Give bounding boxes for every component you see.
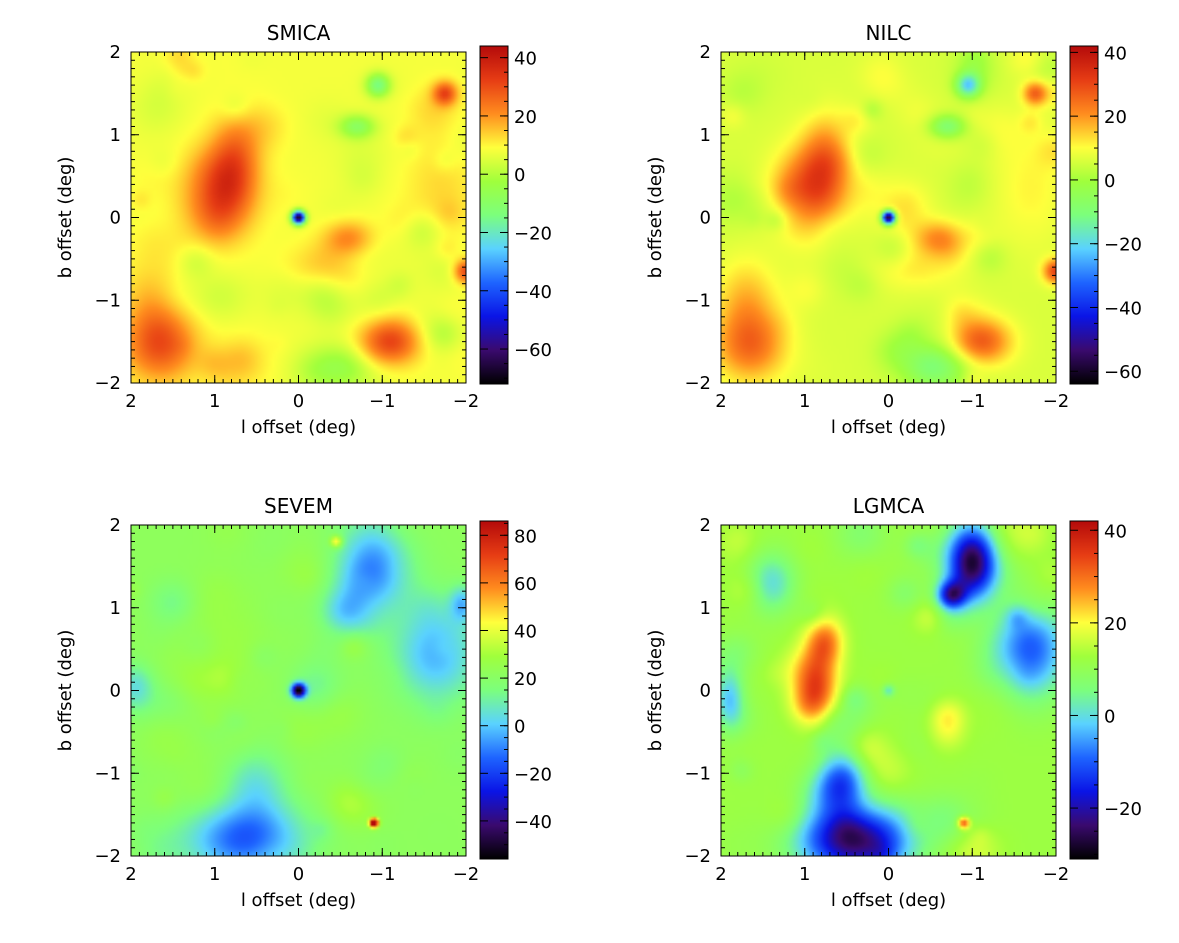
y-tick-label: 2: [700, 515, 711, 536]
y-tick-label: −2: [684, 373, 711, 394]
colorbar: [1069, 520, 1099, 860]
x-axis-label: l offset (deg): [831, 890, 946, 911]
colorbar-tick-label: 60: [514, 574, 537, 595]
colorbar-tick-label: 0: [1104, 171, 1115, 192]
x-tick-label: 2: [125, 391, 136, 412]
colorbar: [479, 45, 509, 385]
x-tick-label: 0: [293, 864, 304, 885]
x-tick-label: 0: [883, 391, 894, 412]
colorbar-tick-label: 0: [514, 165, 525, 186]
colorbar-tick-label: 40: [514, 621, 537, 642]
colorbar-tick-label: 0: [514, 717, 525, 738]
x-tick-label: 1: [209, 864, 220, 885]
panel-sevem: SEVEM 2 1 0 −1 −2 l offset (deg) −2 −1 0 1 2 b offse…: [55, 494, 552, 911]
colorbar-tick-label: −40: [514, 812, 552, 833]
x-tick-label: −2: [1043, 864, 1070, 885]
colorbar-tick-label: 40: [514, 49, 537, 70]
x-tick-label: −2: [453, 391, 480, 412]
x-axis-label: l offset (deg): [241, 417, 356, 438]
colorbar-tick-label: 40: [1104, 43, 1127, 64]
colorbar-tick-label: 20: [514, 669, 537, 690]
x-tick-label: −1: [369, 864, 396, 885]
heatmap-image: [131, 52, 466, 383]
y-tick-label: 0: [700, 681, 711, 702]
x-tick-label: 1: [799, 864, 810, 885]
colorbar-tick-label: −20: [1104, 235, 1142, 256]
panel-title: SMICA: [267, 21, 331, 45]
colorbar-tick-label: −40: [1104, 298, 1142, 319]
y-tick-label: 0: [110, 681, 121, 702]
y-tick-label: 1: [700, 598, 711, 619]
x-tick-label: 2: [715, 391, 726, 412]
y-tick-label: 0: [700, 208, 711, 229]
x-tick-label: −1: [959, 864, 986, 885]
colorbar-tick-label: −40: [514, 282, 552, 303]
colorbar: [479, 520, 509, 860]
y-tick-label: 1: [110, 125, 121, 146]
y-tick-label: −1: [94, 763, 121, 784]
y-tick-label: −2: [684, 846, 711, 867]
heatmap-image: [131, 525, 466, 856]
colorbar-tick-label: 20: [1104, 614, 1127, 635]
x-axis-label: l offset (deg): [241, 890, 356, 911]
colorbar-tick-label: 40: [1104, 521, 1127, 542]
panel-lgmca: LGMCA 2 1 0 −1 −2 l offset (deg) −2 −1 0 1 2 b offse…: [645, 494, 1142, 911]
x-tick-label: −1: [959, 391, 986, 412]
x-tick-label: 0: [883, 864, 894, 885]
colorbar-tick-label: 20: [1104, 107, 1127, 128]
y-tick-label: 1: [110, 598, 121, 619]
colorbar-tick-label: −60: [1104, 362, 1142, 383]
y-tick-label: −2: [94, 373, 121, 394]
colorbar-tick-label: 0: [1104, 706, 1115, 727]
y-axis-label: b offset (deg): [55, 630, 76, 752]
panel-title: NILC: [866, 21, 912, 45]
y-tick-label: −1: [684, 763, 711, 784]
x-tick-label: 1: [209, 391, 220, 412]
y-tick-label: 2: [110, 42, 121, 63]
panel-title: LGMCA: [853, 494, 925, 518]
colorbar-tick-label: −20: [1104, 799, 1142, 820]
y-axis-label: b offset (deg): [645, 630, 666, 752]
x-axis-label: l offset (deg): [831, 417, 946, 438]
colorbar-tick-label: −60: [514, 340, 552, 361]
x-tick-label: 2: [125, 864, 136, 885]
colorbar-tick-label: 80: [514, 526, 537, 547]
x-tick-label: 1: [799, 391, 810, 412]
x-tick-label: 2: [715, 864, 726, 885]
colorbar-tick-label: 20: [514, 107, 537, 128]
x-tick-label: −2: [453, 864, 480, 885]
y-tick-label: −2: [94, 846, 121, 867]
y-tick-label: 0: [110, 208, 121, 229]
heatmap-image: [721, 52, 1056, 383]
y-axis-label: b offset (deg): [645, 157, 666, 279]
y-tick-label: 1: [700, 125, 711, 146]
y-tick-label: −1: [94, 290, 121, 311]
x-tick-label: −1: [369, 391, 396, 412]
panel-title: SEVEM: [264, 494, 333, 518]
colorbar-tick-label: −20: [514, 223, 552, 244]
x-tick-label: 0: [293, 391, 304, 412]
y-tick-label: 2: [110, 515, 121, 536]
heatmap-image: [721, 525, 1056, 856]
x-tick-label: −2: [1043, 391, 1070, 412]
y-tick-label: 2: [700, 42, 711, 63]
colorbar: [1069, 45, 1099, 385]
y-tick-label: −1: [684, 290, 711, 311]
panel-smica: SMICA 2 1 0 −1 −2 l offset (deg) −2 −1 0 1 2 b offse…: [55, 21, 552, 438]
panel-nilc: NILC 2 1 0 −1 −2 l offset (deg) −2 −1 0 1 2 b offset…: [645, 21, 1142, 438]
colorbar-tick-label: −20: [514, 764, 552, 785]
y-axis-label: b offset (deg): [55, 157, 76, 279]
